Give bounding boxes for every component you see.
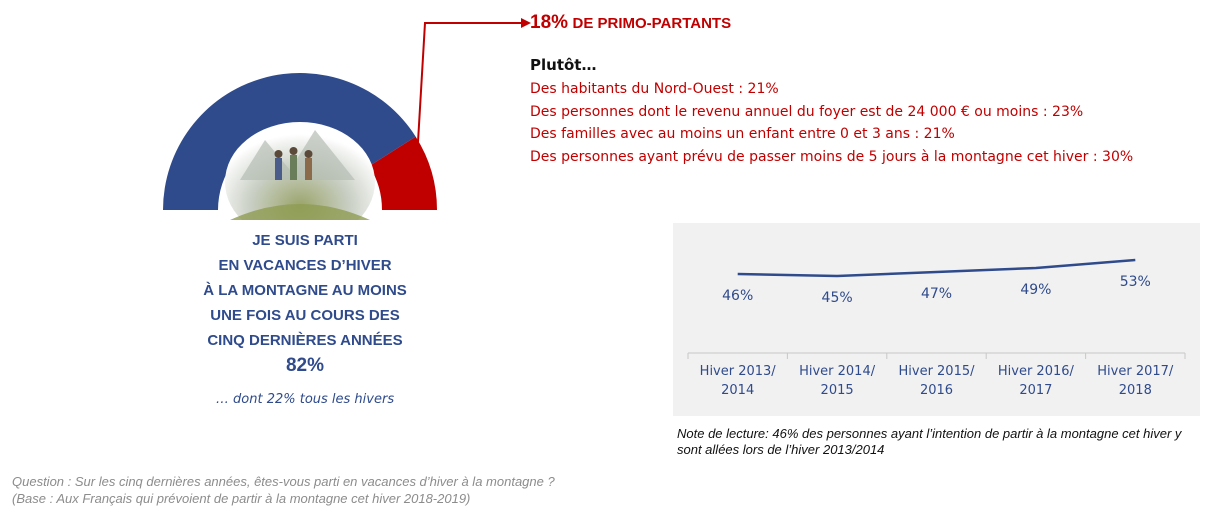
connector-arrow: [417, 18, 531, 143]
list-item: Des habitants du Nord-Ouest : 21%: [530, 81, 779, 97]
primo-title: 18% DE PRIMO-PARTANTS: [530, 12, 731, 34]
question-text: Question : Sur les cinq dernières années…: [12, 474, 555, 489]
line-chart: 46% 45% 47% 49% 53% Hiver 2013/2014 Hiver 201…: [673, 223, 1200, 416]
list-item: Des familles avec au moins un enfant ent…: [530, 126, 955, 142]
x-tick-label: 2018: [1119, 383, 1152, 398]
x-tick-label: Hiver 2015/: [898, 364, 975, 379]
x-tick-label: 2017: [1019, 383, 1052, 398]
x-tick-label: 2015: [821, 383, 854, 398]
main-percent: 82%: [285, 355, 325, 376]
data-label: 45%: [822, 290, 853, 306]
x-tick-label: Hiver 2017/: [1097, 364, 1174, 379]
primo-percent: 18%: [530, 12, 569, 33]
question-note: Question : Sur les cinq dernières années…: [12, 473, 555, 507]
hikers-photo-icon: [225, 122, 375, 220]
primo-title-text: DE PRIMO-PARTANTS: [572, 15, 732, 32]
gauge-chart: [163, 73, 437, 220]
base-text: (Base : Aux Français qui prévoient de pa…: [12, 491, 471, 506]
gauge-segment-82: [163, 73, 416, 210]
list-item: Des personnes dont le revenu annuel du f…: [530, 103, 1084, 120]
data-label: 53%: [1120, 274, 1151, 290]
gauge-segment-18: [369, 136, 437, 210]
main-label: JE SUIS PARTI EN VACANCES D’HIVER À LA M…: [203, 232, 407, 349]
x-tick-label: 2014: [721, 383, 754, 398]
data-label: 49%: [1020, 282, 1051, 298]
series-line: [737, 258, 1136, 278]
x-tick-label: 2016: [920, 383, 953, 398]
primo-list: Des habitants du Nord-Ouest : 21% Des pe…: [530, 78, 1133, 168]
data-label: 46%: [722, 288, 753, 304]
x-tick-label: Hiver 2013/: [700, 364, 777, 379]
primo-intro: Plutôt…: [530, 56, 597, 74]
reading-note: Note de lecture: 46% des personnes ayant…: [677, 426, 1182, 457]
data-label: 47%: [921, 286, 952, 302]
list-item: Des personnes ayant prévu de passer moin…: [530, 148, 1134, 165]
x-tick-label: Hiver 2014/: [799, 364, 876, 379]
x-tick-label: Hiver 2016/: [998, 364, 1075, 379]
sub-note: … dont 22% tous les hivers: [215, 392, 395, 407]
